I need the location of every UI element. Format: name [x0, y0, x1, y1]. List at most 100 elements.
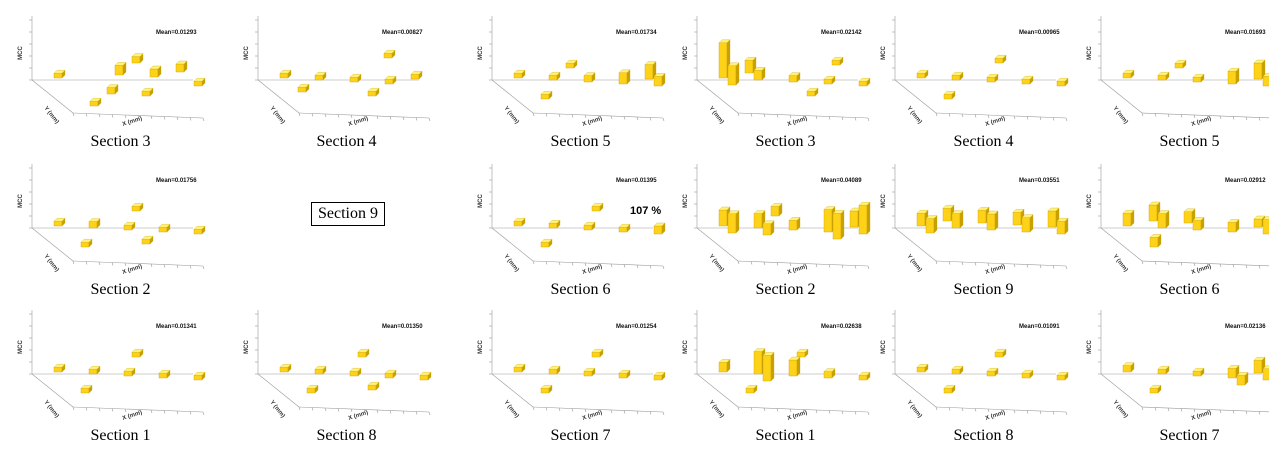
x-tick — [111, 262, 114, 266]
x-tick — [124, 114, 127, 119]
x-tick — [750, 407, 753, 411]
bar — [53, 363, 66, 373]
x-tick — [961, 407, 964, 412]
bar — [1056, 217, 1069, 235]
x-axis-label: X (mm) — [1191, 410, 1212, 422]
x-tick — [72, 260, 75, 265]
x-tick — [1013, 409, 1016, 414]
x-tick — [802, 409, 805, 413]
x-tick — [662, 117, 665, 122]
x-tick — [636, 116, 639, 121]
bar3d-chart: MCC Y (mm) X (mm) Mean=0.01693 — [1087, 16, 1269, 128]
y-axis-line — [491, 227, 534, 262]
x-tick — [85, 407, 88, 411]
y-axis-label: Y (mm) — [268, 400, 285, 420]
bar — [384, 75, 397, 85]
x-axis-label: X (mm) — [122, 410, 143, 422]
x-tick — [948, 113, 951, 117]
bar — [1227, 67, 1240, 85]
x-tick — [85, 113, 88, 117]
x-tick — [1167, 407, 1170, 412]
bar3d-chart: MCC Y (mm) X (mm) Mean=0.01293 — [18, 16, 206, 128]
bar — [1262, 73, 1269, 87]
x-tick — [1013, 263, 1016, 268]
x-tick — [1206, 263, 1209, 267]
bar — [88, 365, 101, 375]
x-tick — [72, 112, 75, 117]
x-tick — [558, 113, 561, 118]
chart-panel: MCC Y (mm) X (mm) Mean=0.04089 Section 2 — [683, 156, 888, 303]
x-axis-label: X (mm) — [582, 410, 603, 422]
x-tick — [867, 411, 870, 416]
bar — [80, 384, 93, 394]
mean-label: Mean=0.01341 — [156, 324, 197, 330]
z-axis-label: MCC — [881, 194, 887, 208]
x-tick — [415, 117, 418, 121]
bar — [141, 87, 154, 97]
bar — [1192, 73, 1205, 83]
y-axis-line — [696, 227, 739, 262]
x-tick — [1039, 264, 1042, 269]
z-axis-label: MCC — [18, 340, 24, 354]
bar — [540, 384, 553, 394]
z-axis-label: MCC — [478, 340, 484, 354]
section-caption: Section 7 — [550, 427, 611, 444]
percentage-annotation: 107 % — [630, 205, 662, 217]
y-axis-label: Y (mm) — [905, 106, 922, 126]
y-axis-line — [31, 227, 74, 262]
x-tick — [584, 114, 587, 119]
mean-label: Mean=0.02136 — [1225, 324, 1266, 330]
x-tick — [111, 408, 114, 412]
x-tick — [649, 117, 652, 121]
x-tick — [815, 263, 818, 268]
chart-panel: MCC Y (mm) X (mm) Mean=0.01254 Section 7 — [478, 302, 683, 449]
bar — [591, 348, 604, 358]
x-tick — [974, 262, 977, 266]
bar — [823, 75, 836, 85]
x-tick — [1193, 114, 1196, 119]
bar — [583, 221, 596, 231]
bar — [1122, 69, 1135, 79]
x-tick — [350, 408, 353, 413]
y-axis-line — [31, 79, 74, 114]
bar — [796, 348, 809, 358]
x-tick — [750, 261, 753, 265]
chart-panel: MCC Y (mm) X (mm) Mean=0.02638 Section 1 — [683, 302, 888, 449]
x-tick — [867, 265, 870, 270]
bar — [806, 87, 819, 97]
bar3d-chart: MCC Y (mm) X (mm) Mean=0.02142 — [683, 16, 871, 128]
x-tick — [610, 409, 613, 414]
bar — [349, 367, 362, 377]
x-tick — [545, 407, 548, 411]
x-tick — [1167, 113, 1170, 118]
x-axis-label: X (mm) — [582, 264, 603, 276]
x-tick — [987, 262, 990, 267]
bar — [951, 71, 964, 81]
bar — [618, 369, 631, 379]
section-9-label: Section 9 — [311, 202, 385, 226]
x-tick — [324, 113, 327, 118]
bar — [513, 69, 526, 79]
z-axis-label: MCC — [683, 340, 689, 354]
z-axis-label: MCC — [478, 194, 484, 208]
x-tick — [428, 117, 431, 122]
x-tick — [789, 114, 792, 119]
x-tick — [1000, 263, 1003, 267]
bar — [994, 348, 1007, 358]
x-tick — [737, 112, 740, 117]
x-tick — [776, 114, 779, 118]
x-tick — [815, 409, 818, 414]
x-tick — [610, 263, 613, 268]
bar3d-chart: MCC Y (mm) X (mm) Mean=0.01341 — [18, 310, 206, 422]
x-tick — [1206, 115, 1209, 119]
bar — [1149, 234, 1162, 248]
bar — [175, 60, 188, 73]
y-axis-line — [894, 373, 937, 408]
bar — [1021, 214, 1034, 233]
section-caption: Section 6 — [550, 281, 611, 298]
bar — [1236, 372, 1249, 386]
x-axis-label: X (mm) — [985, 116, 1006, 128]
bar — [925, 215, 938, 234]
bar — [1192, 367, 1205, 377]
x-tick — [1065, 411, 1068, 416]
